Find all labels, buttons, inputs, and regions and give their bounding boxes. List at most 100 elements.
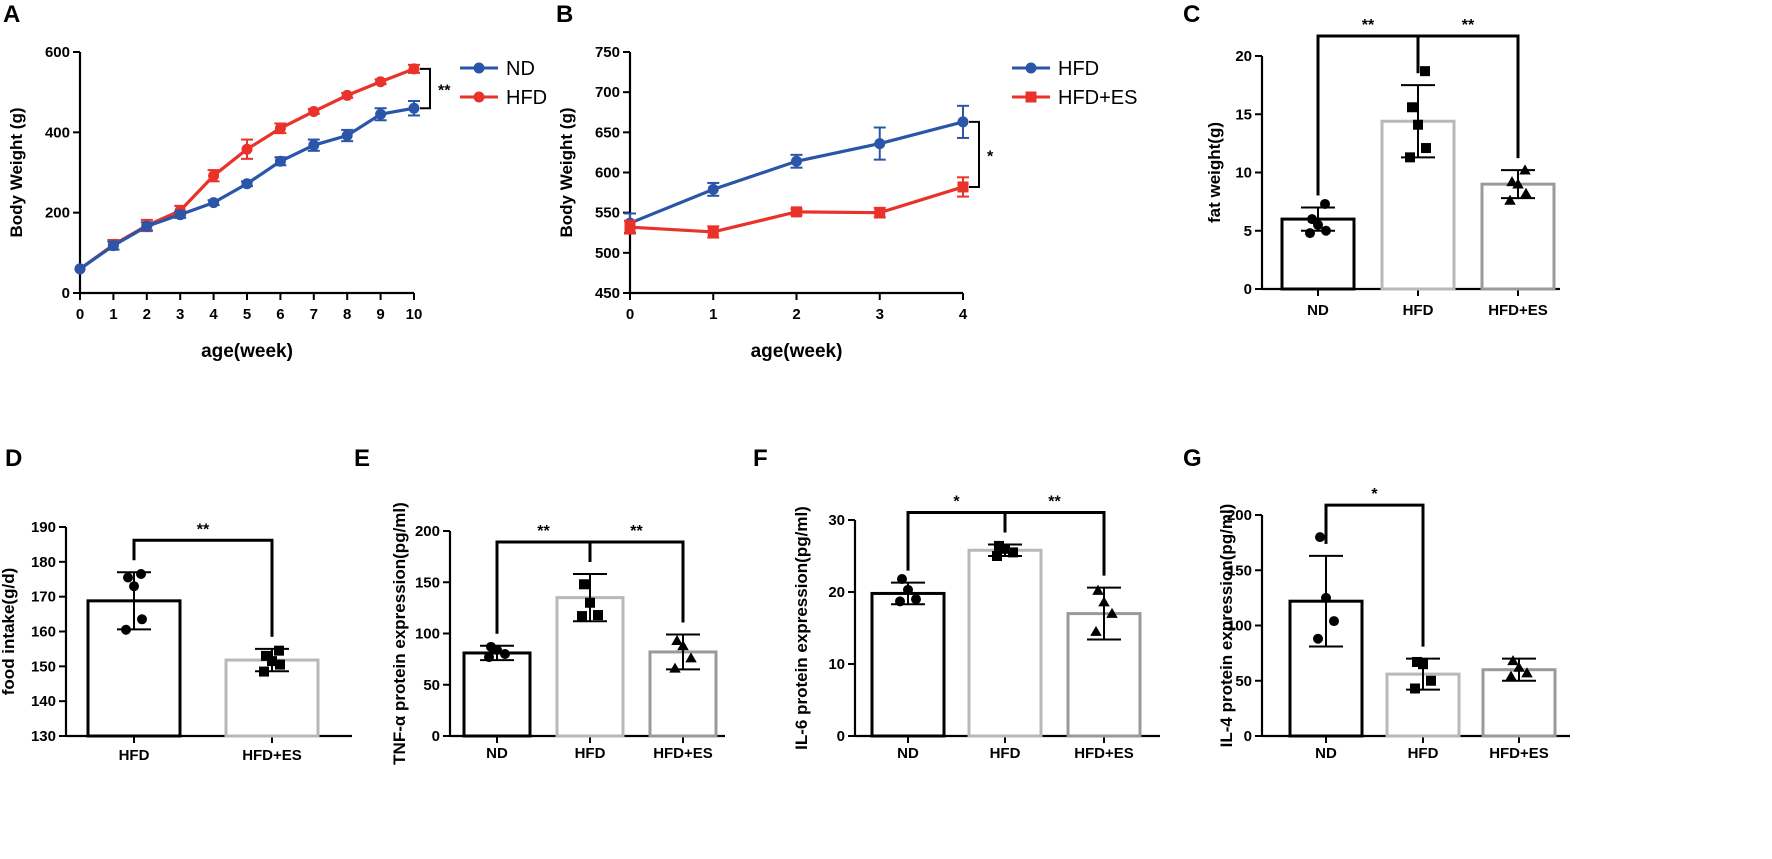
bar: [462, 651, 532, 738]
data-point: [1413, 119, 1423, 130]
y-tick-label: 600: [595, 165, 620, 182]
data-point: [671, 634, 683, 645]
x-tick-label: 4: [959, 306, 968, 323]
data-point: [1320, 198, 1330, 209]
y-tick-label: 160: [31, 624, 56, 641]
data-point: [500, 649, 510, 659]
y-tick-label: 550: [595, 205, 620, 222]
data-point: [137, 614, 147, 625]
data-point: [241, 178, 253, 190]
x-axis-label: age(week): [201, 341, 293, 362]
data-point: [911, 594, 921, 605]
x-tick-label: 8: [343, 306, 351, 323]
data-point: [1504, 194, 1516, 205]
y-tick-label: 0: [837, 728, 845, 745]
data-point: [707, 226, 719, 238]
data-point: [1520, 187, 1532, 198]
y-tick-label: 5: [1244, 223, 1252, 240]
data-point: [874, 138, 886, 150]
data-point: [1421, 143, 1431, 154]
data-point: [1507, 655, 1519, 666]
y-tick-label: 10: [1235, 165, 1252, 182]
panel-d: D 130 140 150 160 170 180 190 food intake(g/d) HF…: [0, 445, 352, 764]
data-point: [1313, 633, 1323, 644]
series-line-hfd: [79, 67, 415, 271]
panel-letter: E: [354, 445, 370, 472]
x-tick-label: 10: [406, 306, 423, 323]
y-tick-label: 750: [595, 44, 620, 61]
data-point: [992, 551, 1002, 561]
y-tick-label: 450: [595, 285, 620, 302]
y-tick-label: 700: [595, 84, 620, 101]
significance-bracket: [1416, 34, 1520, 159]
y-tick-label: 400: [45, 124, 70, 141]
y-tick-label: 20: [828, 584, 845, 601]
significance-label: **: [537, 523, 550, 540]
data-point: [1092, 584, 1104, 595]
data-point: [274, 122, 286, 134]
y-tick-label: 500: [595, 245, 620, 262]
bar: [967, 548, 1043, 738]
data-point: [275, 659, 285, 670]
data-point: [585, 597, 595, 608]
y-tick-label: 100: [1227, 618, 1252, 635]
data-point: [1315, 532, 1325, 543]
panel-letter: B: [556, 1, 573, 28]
data-point: [129, 581, 139, 592]
data-point: [107, 240, 119, 252]
significance-bracket: [1324, 503, 1425, 647]
significance-bracket: [420, 67, 431, 110]
panel-letter: A: [3, 1, 20, 28]
data-point: [707, 183, 719, 195]
data-point: [241, 143, 253, 155]
data-point: [1321, 225, 1331, 236]
bar: [86, 599, 182, 738]
data-point: [141, 220, 153, 232]
data-point: [208, 197, 220, 209]
data-point: [1412, 656, 1422, 667]
category-label: HFD+ES: [653, 745, 713, 762]
data-point: [274, 155, 286, 167]
category-label: HFD+ES: [1074, 745, 1134, 762]
y-tick-label: 50: [1235, 673, 1252, 690]
data-point: [375, 108, 387, 120]
x-tick-label: 4: [209, 306, 218, 323]
data-point: [308, 105, 320, 117]
y-tick-label: 30: [828, 512, 845, 529]
data-point: [267, 656, 277, 667]
panel-c: C 0 5 10 15 20 fat weight(g) ND HFD HFD+ES ** **: [1183, 1, 1560, 319]
data-point: [341, 130, 353, 142]
significance-label: **: [1362, 17, 1375, 34]
data-point: [1090, 625, 1102, 636]
bar: [224, 658, 320, 738]
data-point: [1426, 675, 1436, 686]
data-point: [261, 650, 271, 661]
significance-label: **: [1048, 493, 1061, 510]
x-tick-label: 2: [792, 306, 800, 323]
y-tick-label: 150: [31, 658, 56, 675]
data-point: [486, 641, 496, 652]
significance-bracket: [1003, 510, 1106, 576]
significance-label: **: [197, 521, 210, 538]
data-point: [1405, 152, 1415, 163]
significance-bracket: [588, 540, 685, 623]
category-label: HFD+ES: [1488, 302, 1548, 319]
significance-label: *: [987, 148, 994, 165]
category-label: HFD: [119, 747, 150, 764]
y-tick-label: 190: [31, 519, 56, 536]
significance-label: **: [630, 523, 643, 540]
panel-letter: F: [753, 445, 768, 472]
x-axis-label: age(week): [751, 341, 843, 362]
y-axis-label: TNF-α protein expression(pg/ml): [390, 502, 409, 765]
panel-b: B 450 500 550 600 650 700 750 Body Weight (g) 0 1 2…: [556, 1, 1137, 362]
data-point: [1106, 607, 1118, 618]
data-point: [484, 652, 494, 663]
y-axis-label: IL-6 protein expression(pg/ml): [792, 506, 811, 750]
category-label: HFD: [990, 745, 1021, 762]
category-label: HFD: [1408, 745, 1439, 762]
data-point: [685, 652, 697, 663]
data-point: [74, 263, 86, 275]
data-point: [1329, 616, 1339, 627]
